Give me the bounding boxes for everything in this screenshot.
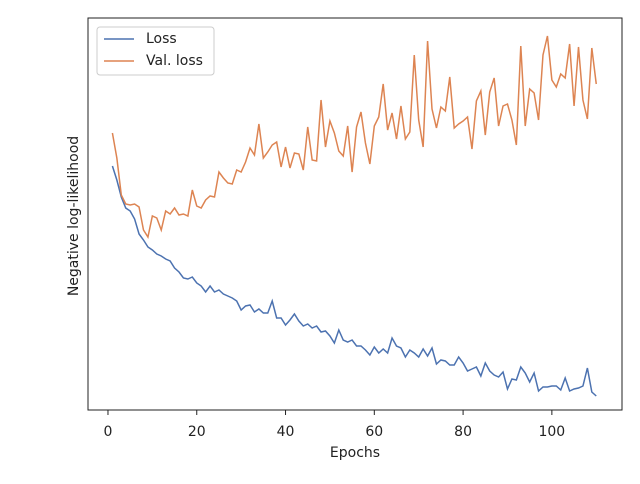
x-tick-label: 80: [454, 424, 472, 440]
x-tick-label: 20: [188, 424, 206, 440]
legend-label: Val. loss: [146, 53, 203, 69]
y-axis-label: Negative log-likelihood: [66, 136, 82, 296]
legend-label: Loss: [146, 31, 177, 47]
x-axis-label: Epochs: [330, 445, 380, 461]
x-tick-label: 40: [277, 424, 295, 440]
plot-frame: [87, 17, 623, 411]
data-line: [111, 35, 597, 239]
x-tick-label: 0: [104, 424, 113, 440]
x-tick-label: 100: [538, 424, 565, 440]
data-line: [111, 165, 597, 397]
x-tick-label: 60: [365, 424, 383, 440]
